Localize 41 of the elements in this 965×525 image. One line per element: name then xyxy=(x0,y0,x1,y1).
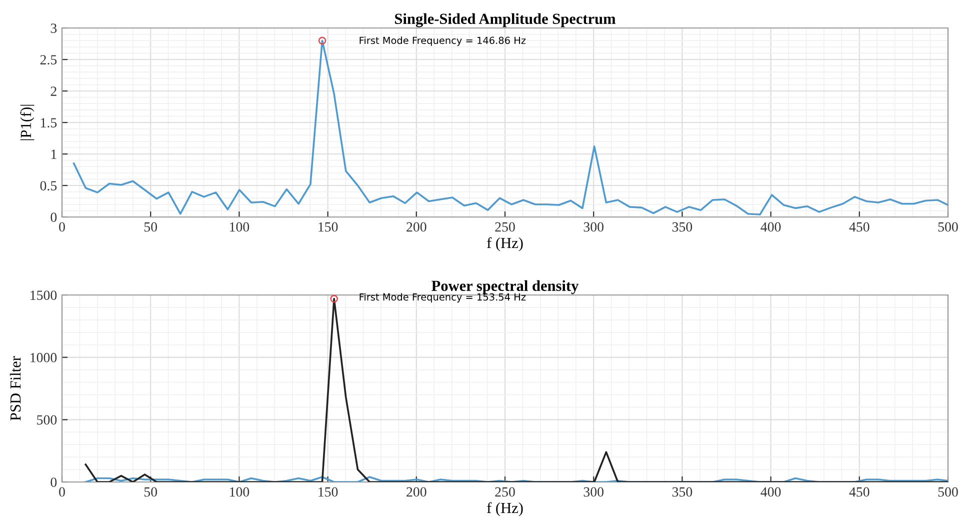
x-axis-title: f (Hz) xyxy=(487,237,523,252)
x-tick-label: 150 xyxy=(318,487,338,497)
y-tick-label: 1000 xyxy=(30,352,57,362)
y-tick-label: 3 xyxy=(50,24,57,33)
chart-title: Single-Sided Amplitude Spectrum xyxy=(395,13,616,28)
annotation: First Mode Frequency = 153.54 Hz xyxy=(360,293,526,303)
annotation: First Mode Frequency = 146.86 Hz xyxy=(360,36,526,46)
x-tick-label: 100 xyxy=(230,222,250,232)
x-tick-label: 500 xyxy=(938,487,958,497)
x-tick-label: 250 xyxy=(495,222,515,232)
x-tick-label: 450 xyxy=(849,487,870,497)
x-tick-label: 450 xyxy=(849,222,870,232)
x-tick-label: 350 xyxy=(672,487,692,497)
y-axis-title: |P1(f)| xyxy=(20,104,34,140)
x-tick-label: 150 xyxy=(318,222,338,232)
x-tick-label: 100 xyxy=(230,487,250,497)
y-tick-label: 1500 xyxy=(30,290,57,300)
x-tick-label: 50 xyxy=(144,222,158,232)
x-tick-label: 200 xyxy=(406,222,426,232)
x-tick-label: 300 xyxy=(584,487,604,497)
x-tick-label: 350 xyxy=(672,222,692,232)
x-tick-label: 400 xyxy=(760,222,781,232)
y-tick-label: 2 xyxy=(50,86,56,96)
y-tick-label: 0 xyxy=(50,212,57,222)
x-tick-label: 300 xyxy=(584,222,604,232)
y-tick-label: 1 xyxy=(51,150,56,159)
x-axis-title: f (Hz) xyxy=(487,502,523,516)
x-tick-label: 0 xyxy=(59,487,65,497)
x-tick-label: 250 xyxy=(495,487,515,497)
x-tick-label: 200 xyxy=(406,487,426,497)
y-tick-label: 2.5 xyxy=(40,55,57,65)
y-tick-label: 0.5 xyxy=(40,181,57,191)
chart-title: Power spectral density xyxy=(432,280,579,294)
x-tick-label: 0 xyxy=(59,222,65,232)
x-tick-label: 500 xyxy=(938,222,958,232)
y-tick-label: 0 xyxy=(50,478,57,487)
y-tick-label: 1.5 xyxy=(41,118,57,128)
y-axis-title: PSD Filter xyxy=(10,356,21,421)
y-tick-label: 500 xyxy=(37,415,57,425)
x-tick-label: 50 xyxy=(144,487,158,497)
x-tick-label: 400 xyxy=(760,487,781,497)
